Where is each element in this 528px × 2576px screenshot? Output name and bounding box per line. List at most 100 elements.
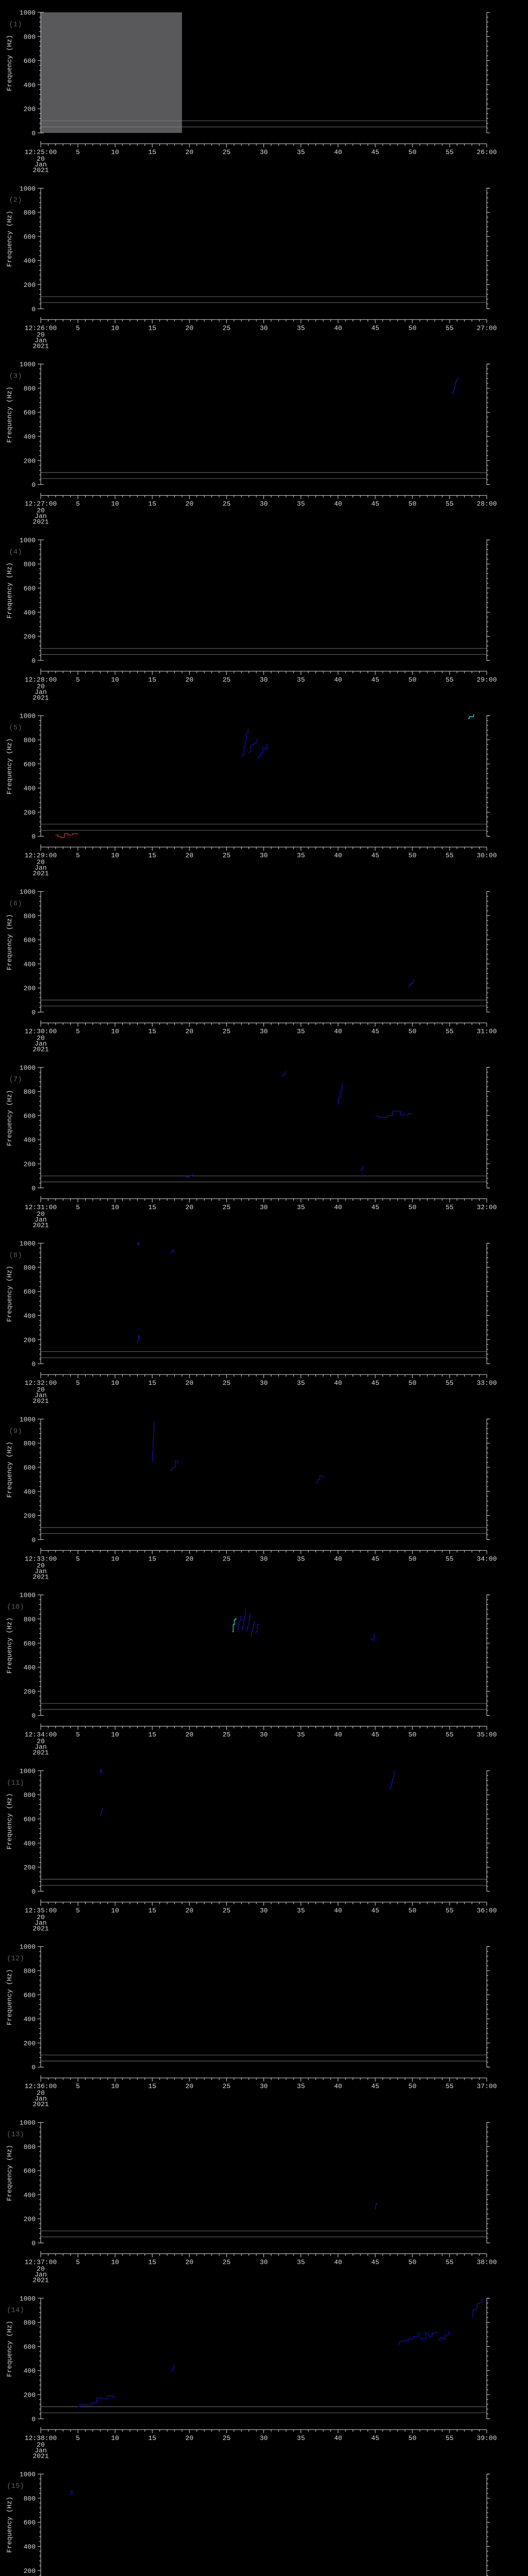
svg-text:600: 600 xyxy=(24,2343,36,2351)
svg-text:20: 20 xyxy=(186,676,194,684)
svg-text:400: 400 xyxy=(24,2543,36,2551)
svg-text:10: 10 xyxy=(111,676,119,684)
svg-text:45: 45 xyxy=(371,2082,380,2090)
svg-text:15: 15 xyxy=(148,1731,156,1739)
svg-text:2021: 2021 xyxy=(32,342,48,350)
svg-text:1000: 1000 xyxy=(20,2471,36,2479)
svg-text:200: 200 xyxy=(24,2215,36,2223)
svg-text:Frequency (Hz): Frequency (Hz) xyxy=(6,2320,13,2377)
svg-text:45: 45 xyxy=(371,1555,380,1563)
svg-text:400: 400 xyxy=(24,81,36,89)
svg-text:55: 55 xyxy=(446,324,454,332)
svg-text:30: 30 xyxy=(260,1379,268,1387)
svg-text:400: 400 xyxy=(24,433,36,440)
svg-text:35: 35 xyxy=(297,1027,305,1035)
svg-text:1000: 1000 xyxy=(20,361,36,368)
svg-text:Frequency (Hz): Frequency (Hz) xyxy=(6,386,13,443)
svg-text:200: 200 xyxy=(24,2040,36,2047)
svg-text:1000: 1000 xyxy=(20,185,36,193)
svg-text:25: 25 xyxy=(223,1204,231,1211)
svg-text:30: 30 xyxy=(260,1907,268,1914)
svg-text:10: 10 xyxy=(111,1379,119,1387)
svg-text:200: 200 xyxy=(24,1160,36,1168)
svg-text:1000: 1000 xyxy=(20,888,36,896)
svg-text:27:00: 27:00 xyxy=(476,324,497,332)
svg-text:600: 600 xyxy=(24,2519,36,2527)
svg-text:2021: 2021 xyxy=(32,1222,48,1229)
svg-text:20: 20 xyxy=(186,1731,194,1739)
svg-text:20: 20 xyxy=(186,324,194,332)
svg-text:50: 50 xyxy=(408,1907,417,1914)
svg-text:1000: 1000 xyxy=(20,1943,36,1951)
svg-text:800: 800 xyxy=(24,736,36,744)
svg-text:25: 25 xyxy=(223,324,231,332)
svg-text:800: 800 xyxy=(24,1440,36,1448)
svg-text:Frequency (Hz): Frequency (Hz) xyxy=(6,1617,13,1673)
svg-text:0: 0 xyxy=(31,1888,36,1895)
svg-text:40: 40 xyxy=(334,1907,342,1914)
svg-text:0: 0 xyxy=(31,1009,36,1016)
svg-text:55: 55 xyxy=(446,1027,454,1035)
svg-text:1000: 1000 xyxy=(20,9,36,17)
svg-text:30: 30 xyxy=(260,852,268,859)
svg-text:800: 800 xyxy=(24,209,36,217)
svg-text:Frequency (Hz): Frequency (Hz) xyxy=(6,738,13,794)
svg-text:Frequency (Hz): Frequency (Hz) xyxy=(6,1266,13,1322)
svg-text:600: 600 xyxy=(24,1640,36,1648)
svg-text:15: 15 xyxy=(148,2434,156,2442)
svg-text:5: 5 xyxy=(76,1907,80,1914)
svg-text:600: 600 xyxy=(24,1991,36,1999)
svg-text:0: 0 xyxy=(31,130,36,138)
svg-text:39:00: 39:00 xyxy=(476,2434,497,2442)
svg-text:200: 200 xyxy=(24,1688,36,1696)
svg-text:10: 10 xyxy=(111,852,119,859)
svg-text:400: 400 xyxy=(24,2191,36,2199)
svg-text:0: 0 xyxy=(31,2064,36,2072)
svg-text:400: 400 xyxy=(24,960,36,968)
svg-text:Frequency (Hz): Frequency (Hz) xyxy=(6,1969,13,2025)
svg-text:800: 800 xyxy=(24,1968,36,1975)
svg-text:45: 45 xyxy=(371,1204,380,1211)
svg-text:600: 600 xyxy=(24,1288,36,1296)
svg-text:35: 35 xyxy=(297,1555,305,1563)
svg-text:25: 25 xyxy=(223,1379,231,1387)
svg-text:0: 0 xyxy=(31,481,36,489)
svg-text:200: 200 xyxy=(24,1512,36,1520)
svg-text:25: 25 xyxy=(223,148,231,156)
svg-text:45: 45 xyxy=(371,1907,380,1914)
svg-text:(6): (6) xyxy=(9,900,22,908)
svg-text:50: 50 xyxy=(408,852,417,859)
svg-text:600: 600 xyxy=(24,57,36,65)
svg-text:15: 15 xyxy=(148,148,156,156)
svg-text:35: 35 xyxy=(297,2082,305,2090)
svg-text:40: 40 xyxy=(334,500,342,508)
svg-text:(10): (10) xyxy=(7,1603,24,1612)
svg-text:10: 10 xyxy=(111,1907,119,1914)
svg-text:50: 50 xyxy=(408,1555,417,1563)
svg-text:50: 50 xyxy=(408,500,417,508)
svg-text:20: 20 xyxy=(186,148,194,156)
svg-text:400: 400 xyxy=(24,1312,36,1320)
svg-text:20: 20 xyxy=(186,1027,194,1035)
svg-text:40: 40 xyxy=(334,2082,342,2090)
svg-text:5: 5 xyxy=(76,500,80,508)
svg-text:50: 50 xyxy=(408,2082,417,2090)
svg-text:35: 35 xyxy=(297,1907,305,1914)
svg-text:400: 400 xyxy=(24,609,36,617)
svg-text:800: 800 xyxy=(24,1088,36,1096)
svg-text:15: 15 xyxy=(148,1379,156,1387)
svg-text:2021: 2021 xyxy=(32,694,48,702)
svg-text:600: 600 xyxy=(24,1816,36,1823)
svg-text:33:00: 33:00 xyxy=(476,1379,497,1387)
svg-text:40: 40 xyxy=(334,2434,342,2442)
svg-text:(12): (12) xyxy=(7,1955,24,1963)
svg-text:2021: 2021 xyxy=(32,518,48,526)
svg-text:400: 400 xyxy=(24,1840,36,1848)
svg-text:800: 800 xyxy=(24,1616,36,1623)
svg-text:30: 30 xyxy=(260,676,268,684)
svg-text:600: 600 xyxy=(24,1112,36,1120)
svg-text:45: 45 xyxy=(371,1731,380,1739)
svg-text:5: 5 xyxy=(76,1204,80,1211)
svg-text:40: 40 xyxy=(334,148,342,156)
svg-text:15: 15 xyxy=(148,1907,156,1914)
